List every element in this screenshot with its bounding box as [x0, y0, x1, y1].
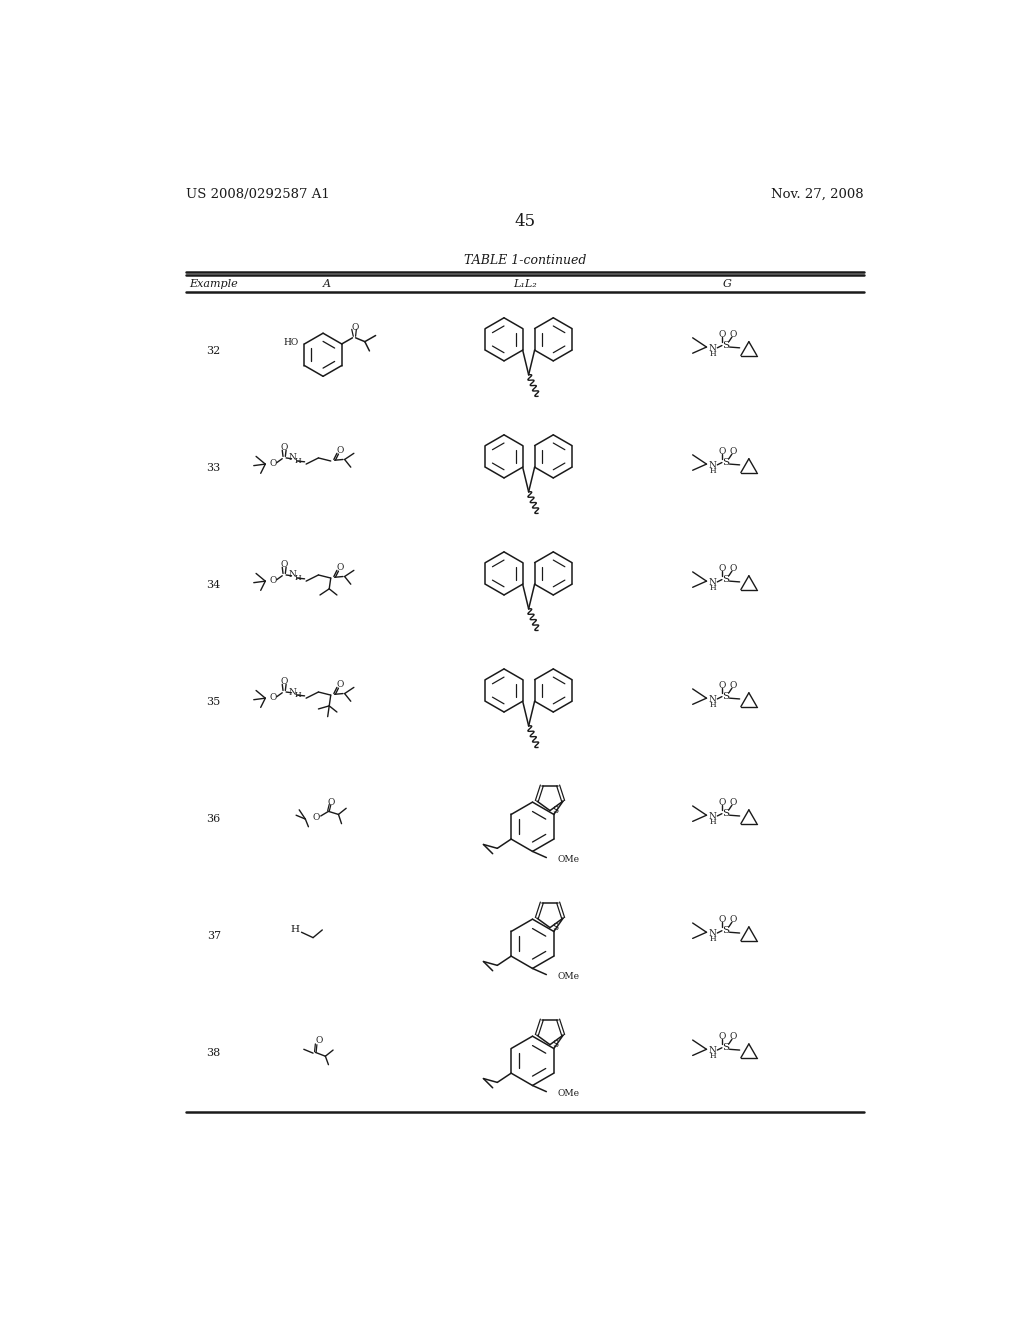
Text: H: H [295, 457, 301, 465]
Text: Example: Example [189, 279, 239, 289]
Text: O: O [730, 1032, 737, 1041]
Text: S: S [552, 923, 558, 932]
Text: H: H [290, 925, 299, 935]
Text: O: O [281, 444, 288, 453]
Text: N: N [709, 696, 717, 704]
Text: O: O [269, 576, 276, 585]
Text: O: O [718, 565, 726, 573]
Text: S: S [722, 458, 729, 467]
Text: S: S [552, 1040, 558, 1049]
Text: O: O [269, 459, 276, 467]
Text: H: H [710, 583, 716, 593]
Text: L₁L₂: L₁L₂ [513, 279, 537, 289]
Text: N: N [289, 688, 296, 697]
Text: 36: 36 [207, 814, 221, 824]
Text: S: S [722, 576, 729, 583]
Text: 33: 33 [207, 463, 221, 473]
Text: O: O [730, 565, 737, 573]
Text: 38: 38 [207, 1048, 221, 1059]
Text: H: H [710, 467, 716, 475]
Text: N: N [709, 461, 717, 470]
Text: O: O [327, 797, 335, 807]
Text: S: S [722, 1043, 729, 1052]
Text: OMe: OMe [557, 1089, 580, 1098]
Text: O: O [269, 693, 276, 702]
Text: O: O [312, 813, 319, 822]
Text: N: N [709, 929, 717, 939]
Text: O: O [718, 330, 726, 339]
Text: H: H [710, 350, 716, 358]
Text: O: O [730, 799, 737, 808]
Text: O: O [351, 322, 358, 331]
Text: O: O [336, 446, 344, 454]
Text: N: N [289, 454, 296, 462]
Text: N: N [709, 1047, 717, 1055]
Text: O: O [730, 916, 737, 924]
Text: H: H [710, 1052, 716, 1060]
Text: H: H [710, 818, 716, 826]
Text: N: N [709, 345, 717, 352]
Text: H: H [710, 701, 716, 709]
Text: 34: 34 [207, 579, 221, 590]
Text: O: O [718, 1032, 726, 1041]
Text: N: N [709, 578, 717, 587]
Text: O: O [730, 681, 737, 690]
Text: O: O [730, 330, 737, 339]
Text: 35: 35 [207, 697, 221, 708]
Text: S: S [722, 809, 729, 818]
Text: A: A [323, 279, 331, 289]
Text: O: O [730, 447, 737, 457]
Text: O: O [718, 447, 726, 457]
Text: H: H [295, 692, 301, 700]
Text: US 2008/0292587 A1: US 2008/0292587 A1 [186, 187, 330, 201]
Text: OMe: OMe [557, 972, 580, 981]
Text: S: S [722, 927, 729, 935]
Text: 45: 45 [514, 213, 536, 230]
Text: O: O [336, 562, 344, 572]
Text: O: O [315, 1036, 323, 1045]
Text: S: S [722, 341, 729, 350]
Text: 37: 37 [207, 931, 221, 941]
Text: H: H [710, 935, 716, 944]
Text: S: S [722, 692, 729, 701]
Text: O: O [718, 681, 726, 690]
Text: G: G [723, 279, 732, 289]
Text: TABLE 1-continued: TABLE 1-continued [464, 253, 586, 267]
Text: 32: 32 [207, 346, 221, 356]
Text: O: O [336, 680, 344, 689]
Text: O: O [281, 677, 288, 686]
Text: HO: HO [283, 338, 298, 347]
Text: O: O [718, 799, 726, 808]
Text: O: O [718, 916, 726, 924]
Text: O: O [281, 561, 288, 569]
Text: OMe: OMe [557, 854, 580, 863]
Text: H: H [295, 574, 301, 582]
Text: N: N [709, 812, 717, 821]
Text: Nov. 27, 2008: Nov. 27, 2008 [771, 187, 863, 201]
Text: S: S [552, 807, 558, 814]
Text: N: N [289, 570, 296, 579]
